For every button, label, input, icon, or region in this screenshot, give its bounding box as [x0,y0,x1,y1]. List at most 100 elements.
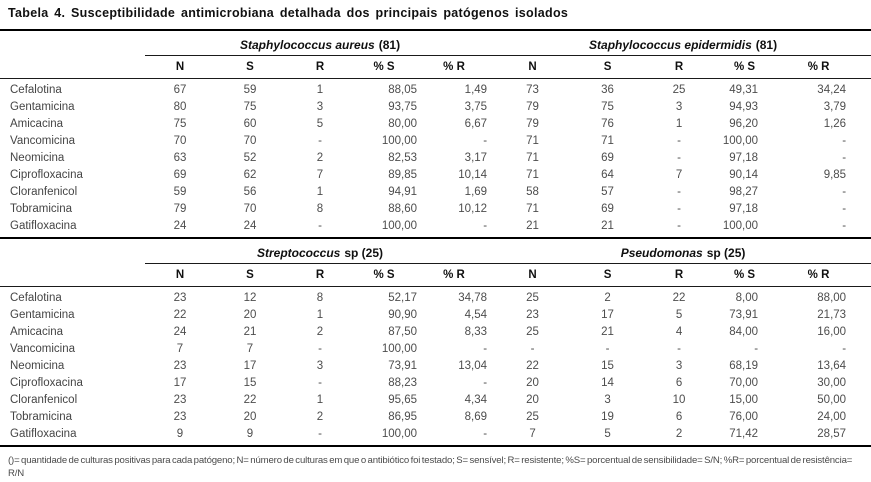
value-cell: 62 [243,169,257,181]
drug-name-cell: Gatifloxacina [10,428,77,440]
value-cell: 1 [316,186,324,198]
value-cell: 100,00 [381,135,417,147]
drug-name-cell: Amicacina [10,118,64,130]
column-header: N [495,263,571,287]
pathogen-group-header: Staphylococcus epidermidis (81) [495,30,871,56]
value-cell: - [605,343,610,355]
value-cell: 22 [672,292,686,304]
value-cell: 52 [243,152,257,164]
table-row: Vancomicina 7 7 - 100,00 - - - - - - [0,341,871,358]
table-head: Streptococcus sp (25) Pseudomonas sp (25) N S… [0,238,871,287]
table-body: Cefalotina 67 59 1 88,05 1,49 73 36 25 49,31 34,24… [0,79,871,238]
value-cell: - [483,220,488,232]
pathogen-count: (81) [755,38,778,52]
value-cell: 69 [601,203,614,215]
column-header-row: N S R% S% R N S R% S% R [0,263,871,287]
value-cell: 71 [601,135,614,147]
value-cell: 100,00 [381,428,417,440]
column-header: % S [713,55,789,79]
value-cell: 73,91 [388,360,417,372]
value-cell: 23 [173,292,187,304]
drug-name-cell: Vancomicina [10,135,75,147]
value-cell: 59 [243,84,257,96]
drug-name-cell: Cefalotina [10,292,62,304]
value-cell: 100,00 [381,343,417,355]
value-cell: 21 [243,326,257,338]
value-cell: 25 [526,326,539,338]
value-cell: 50,00 [817,394,847,406]
value-cell: 100,00 [722,135,759,147]
value-cell: 13,04 [458,360,488,372]
value-cell: 67 [173,84,187,96]
value-cell: - [754,343,759,355]
value-cell: 69 [601,152,614,164]
value-cell: 1 [675,118,683,130]
value-cell: 73,91 [729,309,759,321]
value-cell: 21,73 [817,309,847,321]
value-cell: 20 [243,411,257,423]
value-cell: - [842,152,847,164]
value-cell: 1 [316,84,324,96]
value-cell: 86,95 [388,411,417,423]
value-cell: 17 [243,360,257,372]
value-cell: 71 [526,203,539,215]
column-header: S [215,263,285,287]
drug-name-cell: Neomicina [10,152,65,164]
value-cell: 20 [243,309,257,321]
value-cell: - [483,343,488,355]
table-row: Cefalotina 67 59 1 88,05 1,49 73 36 25 49,31 34,24 [0,79,871,100]
value-cell: 80,00 [388,118,417,130]
pathogen-name: Staphylococcus aureus [240,38,375,52]
value-cell: 15 [243,377,257,389]
value-cell: 7 [176,343,184,355]
drug-name-cell: Amicacina [10,326,64,338]
drug-name-cell: Tobramicina [10,203,72,215]
group-header-row: Staphylococcus aureus (81) Staphylococcus … [0,30,871,56]
drug-name-cell: Tobramicina [10,411,72,423]
drug-column-header-empty [0,55,145,79]
value-cell: 34,78 [458,292,488,304]
value-cell: 3,17 [464,152,488,164]
value-cell: 87,50 [388,326,417,338]
value-cell: 9 [246,428,254,440]
value-cell: 56 [243,186,257,198]
value-cell: 15,00 [729,394,759,406]
value-cell: 23 [526,309,539,321]
value-cell: 70 [243,135,257,147]
column-header: S [570,263,646,287]
table-footnote: ()= quantidade de culturas positivas par… [8,455,853,479]
table-row: Amicacina 75 60 5 80,00 6,67 79 76 1 96,20 1,26 [0,116,871,133]
value-cell: - [677,152,681,164]
value-cell: 63 [173,152,187,164]
table-head: Staphylococcus aureus (81) Staphylococcus … [0,30,871,79]
value-cell: 49,31 [729,84,759,96]
table-row: Gentamicina 22 20 1 90,90 4,54 23 17 5 73,91 21,73 [0,307,871,324]
value-cell: 71 [526,169,539,181]
susceptibility-table-top: Staphylococcus aureus (81) Staphylococcus … [0,29,871,237]
value-cell: 97,18 [729,203,759,215]
table-row: Cloranfenicol 23 22 1 95,65 4,34 20 3 10 15,00 50,… [0,392,871,409]
value-cell: 22 [173,309,187,321]
value-cell: 71 [526,152,539,164]
table-row: Gatifloxacina 9 9 - 100,00 - 7 5 2 71,42 28,57 [0,426,871,446]
column-header: N [145,55,215,79]
value-cell: 3 [316,101,324,113]
value-cell: 96,20 [729,118,759,130]
table-row: Gatifloxacina 24 24 - 100,00 - 21 21 - 100,00 - [0,218,871,237]
pathogen-count: sp (25) [344,246,384,260]
value-cell: 25 [526,292,539,304]
value-cell: 75 [601,101,614,113]
value-cell: - [842,203,847,215]
value-cell: 10 [672,394,686,406]
value-cell: 8,00 [735,292,759,304]
table-title: Tabela 4. Susceptibilidade antimicrobian… [8,6,569,20]
value-cell: 90,90 [388,309,417,321]
value-cell: 24 [243,220,257,232]
value-cell: 88,05 [388,84,417,96]
value-cell: 2 [675,428,683,440]
table-row: Tobramicina 23 20 2 86,95 8,69 25 19 6 76,00 24,00 [0,409,871,426]
value-cell: - [318,343,322,355]
value-cell: 69 [173,169,187,181]
value-cell: - [483,135,488,147]
